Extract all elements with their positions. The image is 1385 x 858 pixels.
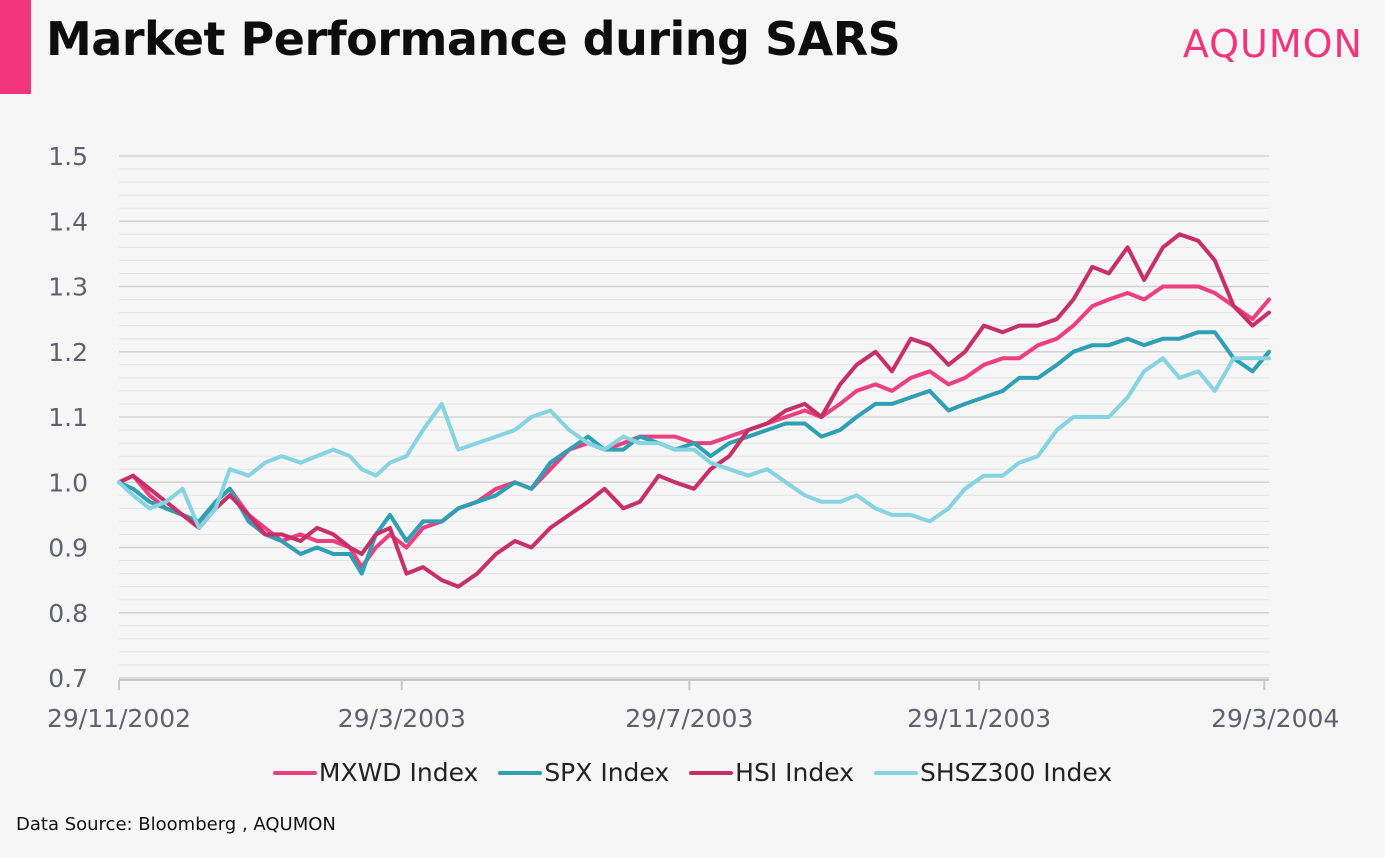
legend-item-hsi: HSI Index bbox=[689, 758, 854, 787]
y-tick-label: 1.3 bbox=[48, 273, 88, 302]
x-tick-label: 29/3/2003 bbox=[338, 704, 466, 733]
legend-label: HSI Index bbox=[735, 758, 854, 787]
legend-label: MXWD Index bbox=[318, 758, 479, 787]
legend-item-mxwd: MXWD Index bbox=[272, 758, 479, 787]
y-tick-label: 1.5 bbox=[48, 142, 88, 171]
series-line-shsz300 bbox=[117, 356, 1271, 530]
brand-logo: AQUMON bbox=[1182, 22, 1363, 66]
legend-swatch bbox=[873, 770, 918, 775]
data-source-note: Data Source: Bloomberg , AQUMON bbox=[16, 814, 336, 835]
legend-swatch bbox=[498, 770, 543, 775]
x-tick-label: 29/11/2003 bbox=[907, 704, 1051, 733]
y-tick-label: 1.2 bbox=[48, 338, 88, 367]
series-line-hsi bbox=[117, 232, 1271, 589]
y-tick-label: 1.4 bbox=[48, 207, 88, 236]
title-accent-bar bbox=[0, 0, 31, 94]
x-axis: 29/11/2002 29/3/2003 29/7/2003 29/11/2003 29… bbox=[47, 679, 1339, 733]
line-chart: 0.70.80.91.01.11.21.31.41.529/11/2002 29/… bbox=[47, 142, 1339, 733]
legend-label: SHSZ300 Index bbox=[919, 758, 1113, 787]
y-tick-label: 1.0 bbox=[48, 468, 88, 497]
legend-item-shsz300: SHSZ300 Index bbox=[873, 758, 1113, 787]
y-tick-label: 0.9 bbox=[48, 534, 88, 563]
chart-legend: MXWD Index SPX Index HSI Index SHSZ300 I… bbox=[0, 758, 1385, 787]
chart-title: Market Performance during SARS bbox=[46, 12, 901, 66]
x-tick-label: 29/7/2003 bbox=[625, 704, 753, 733]
y-tick-label: 0.8 bbox=[48, 599, 88, 628]
legend-swatch bbox=[272, 770, 317, 775]
y-tick-label: 1.1 bbox=[48, 403, 88, 432]
legend-label: SPX Index bbox=[544, 758, 670, 787]
y-tick-label: 0.7 bbox=[48, 664, 88, 693]
series-line-mxwd bbox=[117, 284, 1271, 570]
legend-item-spx: SPX Index bbox=[498, 758, 669, 787]
y-axis: 0.7 0.8 0.9 1.0 1.1 1.2 1.3 1.4 1.5 bbox=[48, 142, 88, 693]
legend-swatch bbox=[689, 770, 734, 775]
x-tick-label: 29/3/2004 bbox=[1211, 704, 1339, 733]
x-tick-label: 29/11/2002 bbox=[47, 704, 191, 733]
